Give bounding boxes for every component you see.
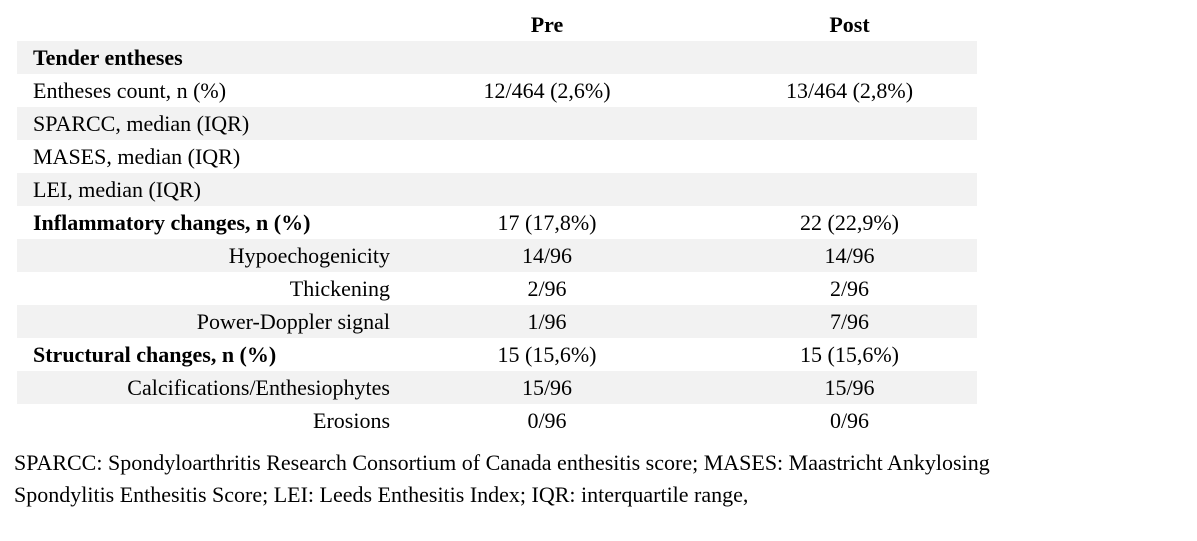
table-row: Erosions 0/96 0/96 bbox=[17, 404, 977, 437]
row-pre-value: 1/96 bbox=[527, 309, 567, 334]
row-pre-value: 12/464 (2,6%) bbox=[483, 78, 611, 103]
table-row: Entheses count, n (%) 12/464 (2,6%) 13/464… bbox=[17, 74, 977, 107]
row-label: Entheses count, n (%) bbox=[33, 78, 227, 103]
row-label: Calcifications/Enthesiophytes bbox=[127, 375, 390, 400]
table-row: LEI, median (IQR) bbox=[17, 173, 977, 206]
row-post-value: 13/464 (2,8%) bbox=[785, 78, 914, 103]
table-row: Tender entheses bbox=[17, 41, 977, 74]
row-label: Power-Doppler signal bbox=[196, 309, 390, 334]
row-pre-value: 2/96 bbox=[527, 276, 567, 301]
table-header-row: Pre Post bbox=[17, 8, 977, 41]
row-post-value: 14/96 bbox=[824, 243, 875, 268]
row-label: LEI, median (IQR) bbox=[33, 177, 201, 202]
table-row: Inflammatory changes, n (%) 17 (17,8%) 22 … bbox=[17, 206, 977, 239]
row-label: Erosions bbox=[313, 408, 390, 433]
table-row: Structural changes, n (%) 15 (15,6%) 15 (1… bbox=[17, 338, 977, 371]
row-pre-value: 15 (15,6%) bbox=[497, 342, 597, 367]
table-row: Hypoechogenicity 14/96 14/96 bbox=[17, 239, 977, 272]
row-post-value: 0/96 bbox=[829, 408, 870, 433]
header-pre: Pre bbox=[530, 12, 564, 37]
row-post-value: 15/96 bbox=[824, 375, 875, 400]
row-pre-value: 17 (17,8%) bbox=[497, 210, 597, 235]
table-row: Thickening 2/96 2/96 bbox=[17, 272, 977, 305]
row-label: Hypoechogenicity bbox=[228, 243, 390, 268]
row-post-value: 2/96 bbox=[829, 276, 870, 301]
row-label: SPARCC, median (IQR) bbox=[33, 111, 250, 136]
footnote-line-2: Spondylitis Enthesitis Score; LEI: Leeds… bbox=[14, 482, 749, 507]
row-label: Tender entheses bbox=[33, 45, 183, 70]
table-row: Calcifications/Enthesiophytes 15/96 15/96 bbox=[17, 371, 977, 404]
table-body: Tender entheses Entheses count, n (%) 12/4… bbox=[17, 41, 977, 437]
header-post: Post bbox=[829, 12, 870, 37]
row-post-value: 15 (15,6%) bbox=[800, 342, 899, 367]
row-pre-value: 15/96 bbox=[521, 375, 573, 400]
row-label: Structural changes, n (%) bbox=[33, 342, 277, 367]
enthesitis-results-table: Pre Post Tender entheses Entheses count, … bbox=[17, 8, 977, 437]
row-post-value: 22 (22,9%) bbox=[800, 210, 899, 235]
row-post-value: 7/96 bbox=[829, 309, 870, 334]
row-label: MASES, median (IQR) bbox=[33, 144, 241, 169]
table-row: Power-Doppler signal 1/96 7/96 bbox=[17, 305, 977, 338]
row-label: Thickening bbox=[289, 276, 390, 301]
table-row: MASES, median (IQR) bbox=[17, 140, 977, 173]
row-pre-value: 0/96 bbox=[527, 408, 567, 433]
footnote: SPARCC: Spondyloarthritis Research Conso… bbox=[14, 447, 1194, 511]
footnote-line-1: SPARCC: Spondyloarthritis Research Conso… bbox=[14, 450, 990, 475]
row-pre-value: 14/96 bbox=[521, 243, 573, 268]
row-label: Inflammatory changes, n (%) bbox=[33, 210, 311, 235]
table-row: SPARCC, median (IQR) bbox=[17, 107, 977, 140]
